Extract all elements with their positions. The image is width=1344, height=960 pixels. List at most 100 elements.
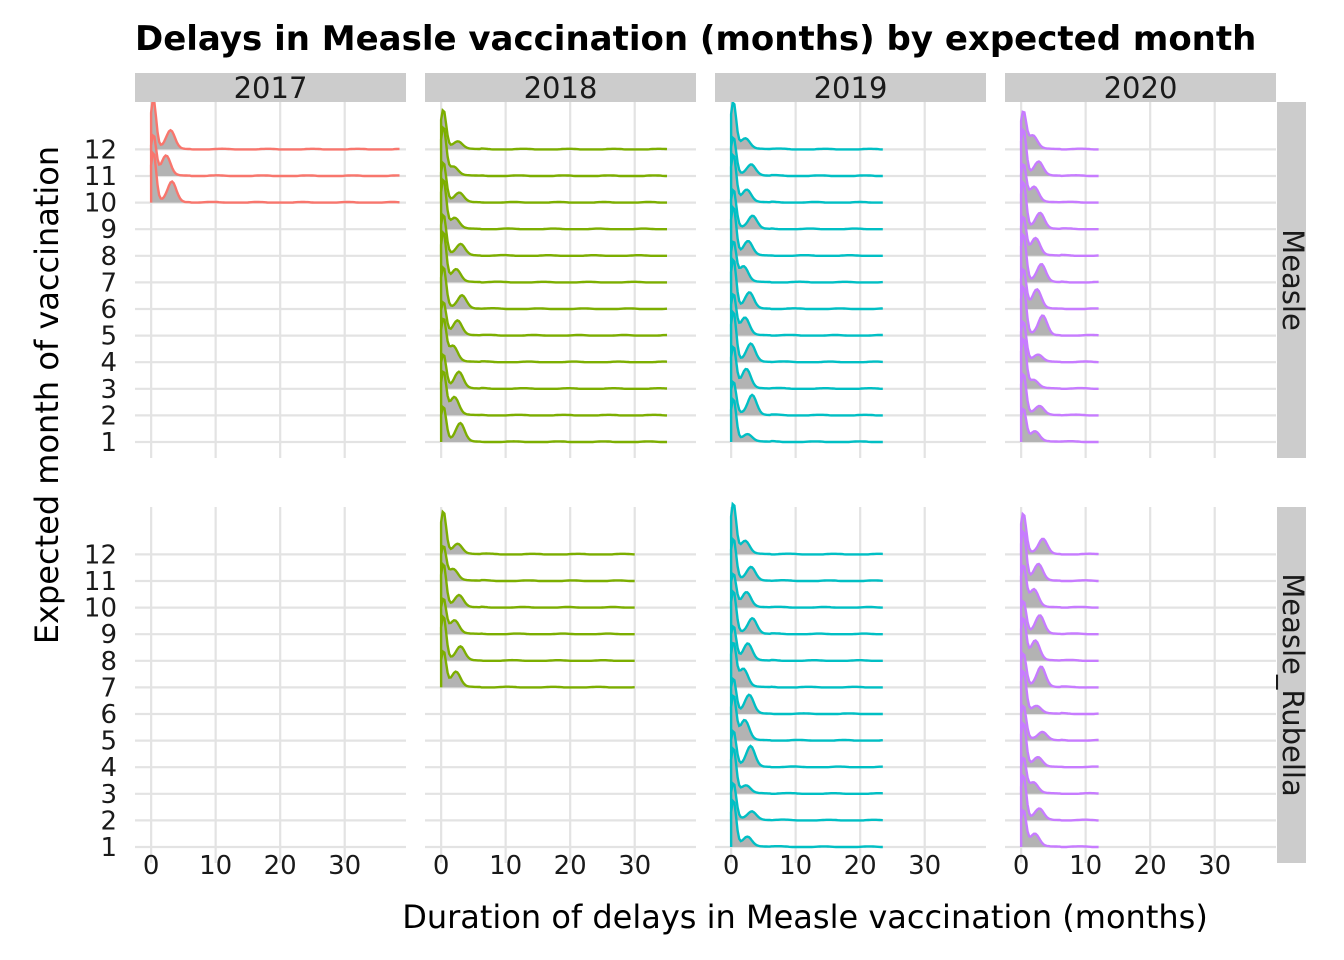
facet-panel: 2020: [1005, 71, 1276, 458]
facet-panel: 2018: [425, 71, 696, 458]
facet-strip-2019: [715, 73, 986, 102]
y-tick-label: 6: [100, 295, 117, 325]
facet-label-2019: 2019: [814, 71, 888, 105]
x-tick-label: 10: [1069, 851, 1102, 881]
ridge-area: [441, 162, 667, 203]
ridge-area: [1021, 601, 1099, 635]
ridge-area: [1021, 321, 1099, 363]
ridge-area: [441, 371, 667, 416]
facet-label-2017: 2017: [234, 71, 308, 105]
y-tick-label: 4: [100, 753, 117, 783]
y-tick-label: 4: [100, 348, 117, 378]
x-tick-label: 30: [908, 851, 941, 881]
ridge-area: [1021, 671, 1099, 714]
x-tick-label: 0: [433, 851, 450, 881]
ridge-area: [1021, 653, 1099, 688]
ridge-area: [731, 695, 883, 741]
ridge-line: [1019, 162, 1099, 204]
ridge-line: [729, 588, 883, 636]
ridge-area: [441, 267, 667, 309]
ridge-line: [439, 125, 667, 178]
ridge-area: [1021, 111, 1099, 150]
ridge-line: [1019, 720, 1099, 769]
facet-label-2018: 2018: [524, 71, 598, 105]
ridge-area: [1021, 757, 1099, 794]
ridge-area: [731, 155, 883, 203]
ridge-area: [731, 591, 883, 635]
ridge-area: [1021, 409, 1099, 442]
ridge-line: [439, 300, 668, 337]
ridge-line: [439, 229, 667, 284]
facet-panel: 2017: [135, 71, 406, 458]
ridge-line: [729, 204, 883, 257]
y-tick-label: 1: [100, 833, 117, 863]
ridge-area: [151, 100, 400, 150]
row-strip-label: Measle_Rubella: [1276, 573, 1310, 797]
ridge-area: [441, 407, 667, 442]
ridge-area: [731, 504, 883, 555]
ridge-area: [1021, 339, 1099, 389]
ridge-line: [439, 317, 668, 364]
ridge-area: [731, 626, 883, 661]
y-tick-label: 3: [100, 780, 117, 810]
y-tick-label: 10: [84, 189, 117, 219]
ridge-line: [1019, 231, 1099, 284]
y-tick-label: 6: [100, 700, 117, 730]
ridge-line: [149, 133, 400, 178]
y-tick-label: 11: [84, 162, 117, 192]
ridge-line: [729, 676, 883, 716]
y-tick-label: 9: [100, 215, 117, 245]
ridge-area: [1021, 182, 1099, 230]
y-tick-label: 8: [100, 647, 117, 677]
ridge-line: [439, 212, 667, 257]
ridge-line: [439, 352, 668, 390]
x-tick-label: 20: [844, 851, 877, 881]
x-tick-label: 10: [199, 851, 232, 881]
y-tick-label: 5: [100, 727, 117, 757]
ridge-area: [1021, 531, 1099, 581]
ridge-area: [731, 678, 883, 714]
ridge-area: [441, 564, 635, 608]
ridge-area: [731, 381, 883, 416]
x-tick-label: 20: [1134, 851, 1167, 881]
ridge-line: [1019, 773, 1099, 822]
y-tick-label: 12: [84, 135, 117, 165]
x-tick-label: 10: [779, 851, 812, 881]
ridge-line: [1019, 407, 1099, 444]
facet-strip-2020: [1005, 73, 1276, 102]
ridge-line: [439, 264, 668, 311]
x-tick-label: 0: [143, 851, 160, 881]
ridge-area: [441, 616, 635, 661]
ridge-line: [149, 97, 400, 151]
row-strip: [1277, 102, 1306, 458]
ridge-area: [731, 574, 883, 608]
ridge-area: [731, 259, 883, 309]
chart-title: Delays in Measle vaccination (months) by…: [135, 19, 1256, 59]
facet-panel: 2019: [715, 71, 986, 458]
ridge-line: [729, 187, 883, 231]
ridge-line: [1019, 616, 1099, 662]
y-tick-label: 7: [100, 673, 117, 703]
ridge-area: [1021, 234, 1099, 283]
facet-panel: [425, 507, 696, 863]
ridge-line: [729, 379, 883, 417]
y-tick-label: 8: [100, 242, 117, 272]
ridge-line: [1019, 756, 1099, 795]
ridge-line: [1019, 599, 1099, 636]
y-axis-title: Expected month of vaccination: [28, 146, 66, 644]
ridge-area: [731, 643, 883, 688]
ridge-line: [149, 150, 400, 204]
facet-panel: [135, 507, 406, 863]
ridge-line: [1019, 215, 1099, 257]
ridge-area: [731, 539, 883, 581]
y-tick-label: 9: [100, 620, 117, 650]
ridge-line: [1019, 267, 1099, 311]
y-tick-label: 7: [100, 268, 117, 298]
ridge-line: [729, 536, 883, 583]
y-tick-label: 10: [84, 594, 117, 624]
y-tick-label: 5: [100, 322, 117, 352]
ridge-area: [731, 102, 883, 150]
ridge-area: [731, 731, 883, 768]
ridge-area: [731, 190, 883, 230]
